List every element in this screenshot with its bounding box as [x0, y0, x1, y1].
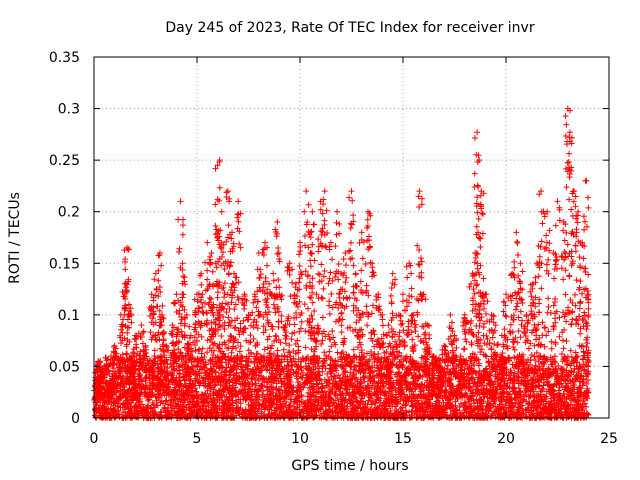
- data-point: [204, 267, 211, 274]
- data-point: [496, 401, 503, 408]
- data-point: [123, 288, 130, 295]
- data-point: [158, 262, 165, 269]
- data-point: [380, 383, 387, 390]
- data-point: [181, 274, 188, 281]
- data-point: [209, 268, 216, 275]
- data-point: [117, 340, 124, 347]
- data-point: [177, 198, 184, 205]
- data-point: [175, 325, 182, 332]
- data-point: [176, 307, 183, 314]
- data-point: [160, 336, 167, 343]
- data-point: [179, 231, 186, 238]
- data-point: [519, 358, 526, 365]
- data-point: [111, 342, 118, 349]
- data-point: [202, 259, 209, 266]
- data-point: [196, 305, 203, 312]
- data-point: [371, 400, 378, 407]
- data-point: [176, 245, 183, 252]
- data-point: [509, 361, 516, 368]
- data-point: [418, 354, 425, 361]
- data-point: [392, 403, 399, 410]
- data-point: [199, 291, 206, 298]
- data-point: [157, 408, 164, 415]
- data-point: [173, 291, 180, 298]
- data-point: [175, 216, 182, 223]
- data-point: [175, 249, 182, 256]
- data-point: [206, 256, 213, 263]
- data-point: [138, 322, 145, 329]
- chart-title: Day 245 of 2023, Rate Of TEC Index for r…: [165, 20, 534, 36]
- data-point: [329, 357, 336, 364]
- data-point: [138, 334, 145, 341]
- data-point: [206, 294, 213, 301]
- data-point: [471, 400, 478, 407]
- data-point: [153, 337, 160, 344]
- data-point: [576, 384, 583, 391]
- data-point: [526, 361, 533, 368]
- data-point: [159, 302, 166, 309]
- data-point: [122, 256, 129, 263]
- data-point: [155, 277, 162, 284]
- data-point: [182, 281, 189, 288]
- data-point: [403, 357, 410, 364]
- data-point: [151, 347, 158, 354]
- data-point: [435, 355, 442, 362]
- data-point: [208, 296, 215, 303]
- data-point: [198, 281, 205, 288]
- data-point: [180, 273, 187, 280]
- data-point: [264, 405, 271, 412]
- data-point: [299, 370, 306, 377]
- data-point: [180, 291, 187, 298]
- data-point: [151, 276, 158, 283]
- data-point: [583, 403, 590, 410]
- data-point: [204, 310, 211, 317]
- data-point: [433, 398, 440, 405]
- data-point: [303, 372, 310, 379]
- data-point: [204, 239, 211, 246]
- data-point: [186, 323, 193, 330]
- data-points: [91, 105, 592, 421]
- data-point: [171, 300, 178, 307]
- data-point: [124, 329, 131, 336]
- data-point: [122, 266, 129, 273]
- data-point: [110, 361, 117, 368]
- data-point: [204, 349, 211, 356]
- data-point: [411, 394, 418, 401]
- data-point: [179, 222, 186, 229]
- data-point: [157, 322, 164, 329]
- data-point: [354, 398, 361, 405]
- data-point: [208, 249, 215, 256]
- data-point: [128, 319, 135, 326]
